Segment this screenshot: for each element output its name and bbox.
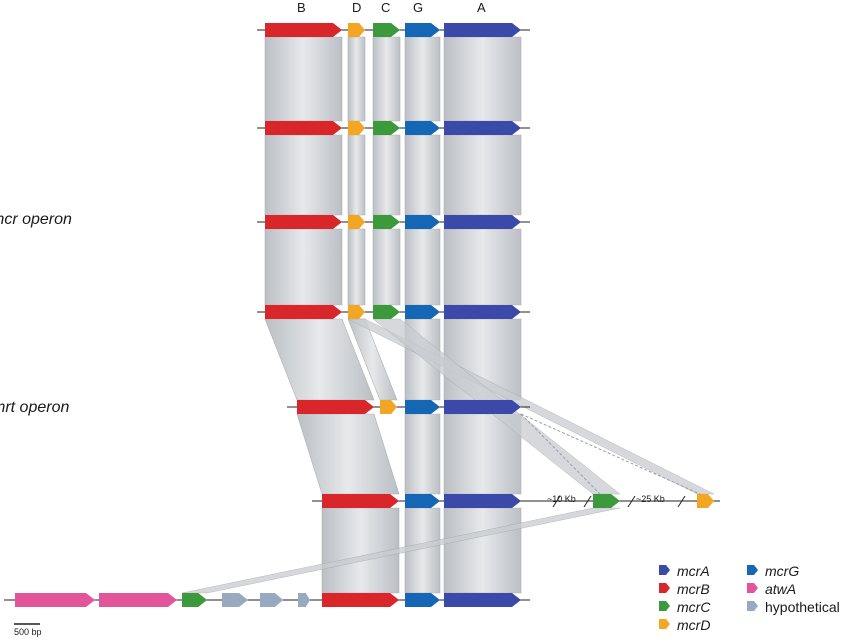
gap-break-4 <box>677 495 686 508</box>
gene-mcra-row5 <box>444 400 521 414</box>
dashed-link-2 <box>520 413 701 495</box>
synteny-band-c <box>372 228 401 306</box>
dashed-link-1 <box>520 413 601 495</box>
gene-letter-a: A <box>477 0 486 15</box>
gene-mcrd-distant <box>697 494 714 508</box>
legend-swatch-mcra <box>659 565 670 575</box>
legend-swatch-mcrc <box>659 601 670 611</box>
synteny-band-a <box>443 228 522 306</box>
gap-break-2 <box>583 495 592 508</box>
gene-mcrd-row5 <box>380 400 397 414</box>
legend-swatch-hypothetical <box>747 601 758 611</box>
legend-swatch-atwa <box>747 583 758 593</box>
synteny-band-g <box>404 36 441 122</box>
synteny-band-b <box>264 36 343 122</box>
gene-mcrd-row2 <box>348 121 365 135</box>
legend-label-mcrb: mcrB <box>677 581 710 597</box>
gap-break-3 <box>627 495 636 508</box>
gene-atwa-1 <box>15 593 95 607</box>
legend-label-hypothetical: hypothetical <box>765 599 840 615</box>
mrt-operon-label: mrt operon <box>0 399 70 416</box>
legend-label-mcra: mcrA <box>677 563 710 579</box>
gene-mcra-row4 <box>444 305 521 319</box>
gene-hypothetical-2 <box>260 593 283 607</box>
gene-mcrc-row3 <box>373 215 400 229</box>
synteny-band-g <box>404 134 441 216</box>
synteny-band-c <box>372 134 401 216</box>
legend-swatches <box>659 565 758 629</box>
gap-label-10kb: ~10 Kb <box>547 494 576 504</box>
legend-label-mcrg: mcrG <box>765 563 800 579</box>
gene-letter-g: G <box>413 0 424 15</box>
gene-mcra-row2 <box>444 121 521 135</box>
gene-mcrb-row6 <box>322 494 399 508</box>
legend-label-mcrc: mcrC <box>677 599 711 615</box>
synteny-band-d <box>347 36 366 122</box>
gene-mcrg-row6 <box>405 494 440 508</box>
gene-mcrc-bottom <box>182 593 207 607</box>
gene-mcrg-row5 <box>405 400 440 414</box>
legend-label-atwa: atwA <box>765 581 797 597</box>
gene-mcrd-row4 <box>348 305 365 319</box>
legend-swatch-mcrb <box>659 583 670 593</box>
gene-letter-c: C <box>381 0 391 15</box>
gene-mcrb-row2 <box>265 121 342 135</box>
scale-bar-label: 500 bp <box>14 627 42 637</box>
gene-mcra-row3 <box>444 215 521 229</box>
synteny-band-d <box>347 228 366 306</box>
gene-mcra-row7 <box>444 593 521 607</box>
legend-swatch-mcrg <box>747 565 758 575</box>
gene-arrows <box>15 23 714 607</box>
gene-mcrb-row1 <box>265 23 342 37</box>
gap-break-1 <box>552 495 561 508</box>
gene-hypothetical-1 <box>222 593 248 607</box>
synteny-band-b <box>264 228 343 306</box>
synteny-band-c <box>372 36 401 122</box>
synteny-band-b <box>296 413 400 495</box>
gene-letter-d: D <box>352 0 362 15</box>
synteny-band-g <box>404 228 441 306</box>
gene-mcra-row1 <box>444 23 521 37</box>
gene-mcrg-row7 <box>405 593 440 607</box>
gene-mcrg-row3 <box>405 215 440 229</box>
gene-mcrg-row4 <box>405 305 440 319</box>
gene-mcrc-row1 <box>373 23 400 37</box>
synteny-band-d <box>347 134 366 216</box>
gene-mcrb-row4 <box>265 305 342 319</box>
gene-hypothetical-3 <box>298 593 310 607</box>
gene-mcrb-row7 <box>322 593 399 607</box>
gene-letter-b: B <box>297 0 306 15</box>
gene-mcrc-distant <box>593 494 620 508</box>
legend-swatch-mcrd <box>659 619 670 629</box>
gene-mcrc-row4 <box>373 305 400 319</box>
synteny-band-b <box>264 134 343 216</box>
synteny-band-a <box>443 36 522 122</box>
gene-mcrc-row2 <box>373 121 400 135</box>
gene-mcrg-row2 <box>405 121 440 135</box>
synteny-band-g <box>404 413 441 495</box>
gene-mcra-row6 <box>444 494 521 508</box>
gene-mcrg-row1 <box>405 23 440 37</box>
legend-label-mcrd: mcrD <box>677 617 711 633</box>
gap-label-25kb: ~25 Kb <box>636 494 665 504</box>
gene-mcrd-row1 <box>348 23 365 37</box>
mcr-operon-label: mcr operon <box>0 211 72 228</box>
synteny-band-a <box>443 134 522 216</box>
long-link-bottom <box>181 507 621 594</box>
gene-mcrd-row3 <box>348 215 365 229</box>
synteny-band-a <box>443 507 522 594</box>
gene-mcrb-row5 <box>297 400 374 414</box>
gene-atwa-2 <box>99 593 177 607</box>
gene-mcrb-row3 <box>265 215 342 229</box>
